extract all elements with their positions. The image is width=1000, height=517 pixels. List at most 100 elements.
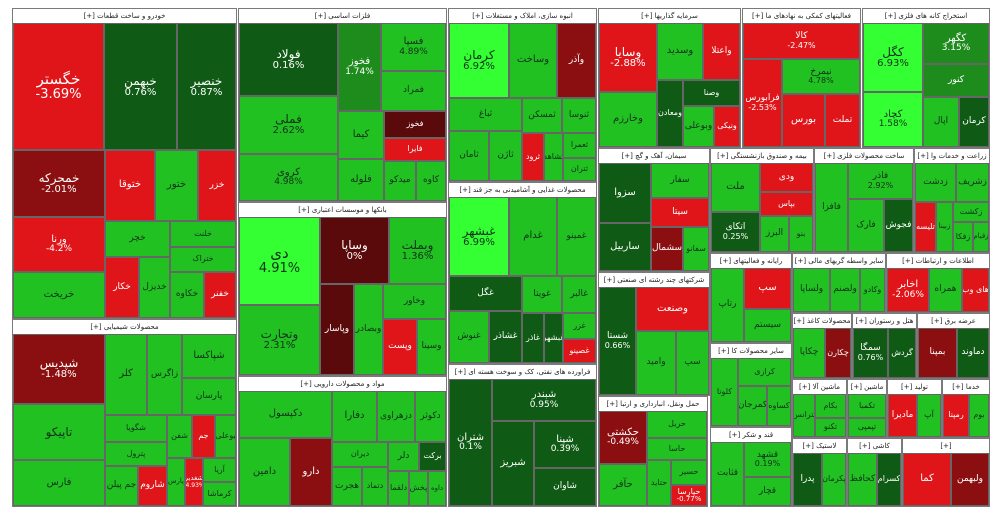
stock-tile[interactable]: غویتا: [522, 276, 562, 313]
stock-tile[interactable]: شپدیس -1.48%: [13, 334, 105, 404]
stock-tile[interactable]: فسپا 4.89%: [381, 23, 446, 71]
stock-tile[interactable]: کرازی: [738, 358, 791, 386]
stock-tile[interactable]: گردش: [888, 328, 916, 378]
stock-tile[interactable]: غگل: [449, 276, 522, 311]
stock-tile[interactable]: ثرود: [522, 133, 544, 181]
stock-tile[interactable]: پدرا: [793, 453, 822, 506]
stock-tile[interactable]: برکت: [419, 442, 446, 471]
stock-tile[interactable]: غاذر: [522, 313, 544, 363]
stock-tile[interactable]: کگل 6.93%: [863, 23, 923, 92]
stock-tile[interactable]: کاوه: [416, 161, 446, 201]
stock-tile[interactable]: زقیام: [973, 222, 989, 252]
stock-tile[interactable]: کروی 4.98%: [239, 154, 338, 201]
stock-tile[interactable]: کرمان 6.92%: [449, 23, 509, 98]
stock-tile[interactable]: فجوش: [884, 199, 913, 252]
stock-tile[interactable]: وآذر: [557, 23, 596, 98]
stock-tile[interactable]: فایرا: [384, 138, 446, 161]
stock-tile[interactable]: پارسان: [182, 378, 236, 415]
stock-tile[interactable]: آریا: [203, 458, 236, 482]
stock-tile[interactable]: ثنوسا: [562, 98, 596, 133]
stock-tile[interactable]: بورس: [782, 94, 825, 147]
stock-tile[interactable]: شستا 0.66%: [599, 287, 636, 395]
sector-title[interactable]: عرضه برق [+]: [918, 314, 989, 328]
stock-tile[interactable]: دارو: [290, 438, 332, 506]
stock-tile[interactable]: تپمپی: [848, 418, 886, 437]
stock-tile[interactable]: چکارن: [825, 328, 851, 378]
stock-tile[interactable]: خکار: [105, 257, 139, 318]
stock-tile[interactable]: البرز: [760, 216, 789, 252]
stock-tile[interactable]: قچار: [744, 477, 791, 506]
stock-tile[interactable]: پترول: [105, 442, 167, 466]
stock-tile[interactable]: دلر: [388, 442, 419, 471]
stock-tile[interactable]: وبملت 1.36%: [389, 217, 446, 284]
sector-title[interactable]: بیمه و صندوق بازنشستگی [+]: [711, 149, 813, 163]
stock-tile[interactable]: سشمال: [651, 227, 683, 271]
stock-tile[interactable]: بوم: [969, 394, 989, 437]
stock-tile[interactable]: زشریف: [956, 163, 989, 202]
stock-tile[interactable]: خمحرکه -2.01%: [13, 150, 105, 217]
stock-tile[interactable]: حاسا: [647, 438, 707, 460]
stock-tile[interactable]: وخارزم: [599, 92, 657, 147]
stock-tile[interactable]: غبشهر: [544, 313, 563, 363]
stock-tile[interactable]: دزهراوی: [377, 391, 415, 442]
stock-tile[interactable]: بوعلی: [215, 415, 236, 458]
stock-tile[interactable]: شفن: [167, 415, 192, 458]
stock-tile[interactable]: غمینو: [557, 197, 596, 276]
stock-tile[interactable]: وصنعت: [636, 287, 709, 331]
stock-tile[interactable]: پخش: [409, 471, 428, 506]
sector-title[interactable]: سرمایه گذاریها [+]: [599, 9, 740, 23]
stock-tile[interactable]: غالبر: [562, 276, 596, 313]
sector-title[interactable]: خدما [+]: [943, 380, 989, 394]
stock-tile[interactable]: فاذر 2.92%: [848, 163, 913, 199]
stock-tile[interactable]: سزوا: [599, 163, 651, 223]
stock-tile[interactable]: ولساپا: [793, 268, 830, 312]
stock-tile[interactable]: غصینو: [563, 339, 596, 363]
stock-tile[interactable]: شتران 0.1%: [449, 379, 492, 506]
stock-tile[interactable]: بپاس: [760, 192, 813, 216]
stock-tile[interactable]: کلر: [105, 334, 147, 415]
stock-tile[interactable]: خگستر -3.69%: [13, 23, 104, 150]
stock-tile[interactable]: وپست: [383, 319, 417, 375]
sector-title[interactable]: فراورده های نفتی، کک و سوخت هسته ای [+]: [449, 365, 596, 379]
stock-tile[interactable]: ولبهمن: [951, 453, 989, 506]
stock-tile[interactable]: پارس: [167, 458, 185, 506]
stock-tile[interactable]: شاوان: [534, 468, 596, 506]
stock-tile[interactable]: شپاکسا: [182, 334, 236, 378]
stock-tile[interactable]: بترانس: [793, 394, 815, 437]
stock-tile[interactable]: خدیزل: [139, 257, 170, 318]
stock-tile[interactable]: های وب: [962, 268, 989, 312]
sector-title[interactable]: حمل ونقل، انبارداری و ارتبا [+]: [599, 397, 707, 411]
sector-title[interactable]: بانکها و موسسات اعتباری [+]: [239, 203, 446, 217]
stock-tile[interactable]: کحافظ: [848, 453, 877, 506]
sector-title[interactable]: هتل و رستوران [+]: [853, 314, 916, 328]
stock-tile[interactable]: وبوعلی: [683, 106, 714, 147]
stock-tile[interactable]: پکرمان: [822, 453, 846, 506]
stock-tile[interactable]: خکاوه: [170, 272, 204, 318]
sector-title[interactable]: مواد و محصولات دارویی [+]: [239, 377, 446, 391]
sector-title[interactable]: لاستیک [+]: [793, 439, 846, 453]
stock-tile[interactable]: دیران: [332, 442, 388, 467]
stock-tile[interactable]: سفانو: [683, 227, 709, 271]
stock-tile[interactable]: کنور: [923, 64, 989, 97]
stock-tile[interactable]: وامید: [636, 331, 676, 395]
stock-tile[interactable]: ثامان: [449, 131, 489, 181]
stock-tile[interactable]: قشهد 0.19%: [744, 442, 791, 477]
stock-tile[interactable]: دکپسول: [239, 391, 332, 438]
stock-tile[interactable]: حریل: [647, 411, 707, 438]
sector-title[interactable]: اطلاعات و ارتباطات [+]: [887, 254, 989, 268]
stock-tile[interactable]: رمپنا: [943, 394, 969, 437]
stock-tile[interactable]: وسینا: [417, 319, 446, 375]
stock-tile[interactable]: وتجارت 2.31%: [239, 305, 320, 375]
sector-title[interactable]: ماشین [+]: [848, 380, 886, 394]
stock-tile[interactable]: زکشت: [953, 202, 989, 222]
sector-title[interactable]: انبوه سازی، املاک و مستغلات [+]: [449, 9, 596, 23]
stock-tile[interactable]: سپ: [676, 331, 709, 395]
stock-tile[interactable]: کمرجان: [738, 386, 767, 426]
stock-tile[interactable]: فلوله: [338, 159, 384, 201]
stock-tile[interactable]: کچاد 1.58%: [863, 92, 923, 147]
stock-tile[interactable]: دتماد: [362, 467, 388, 506]
stock-tile[interactable]: ختراک: [170, 247, 236, 272]
sector-title[interactable]: سایر واسطه گریهای مالی [+]: [793, 254, 885, 268]
sector-title[interactable]: رایانه و فعالیتهای [+]: [711, 254, 791, 268]
stock-tile[interactable]: بمپنا: [918, 328, 957, 378]
